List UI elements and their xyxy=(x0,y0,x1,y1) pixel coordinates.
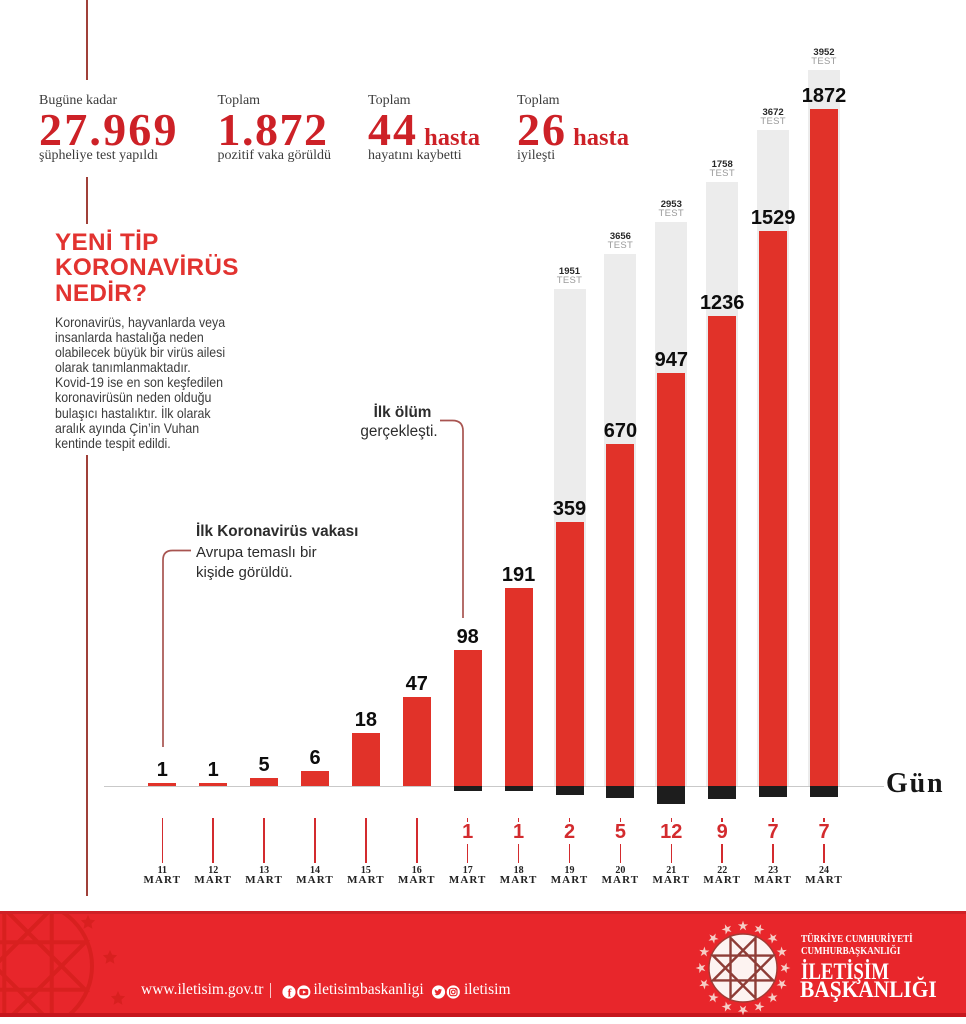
svg-text:f: f xyxy=(288,987,292,999)
